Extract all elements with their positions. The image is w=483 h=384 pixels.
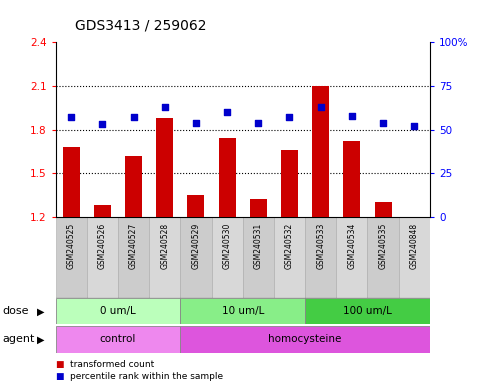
Text: GSM240535: GSM240535	[379, 223, 387, 269]
Text: GSM240534: GSM240534	[347, 223, 356, 269]
Text: GSM240531: GSM240531	[254, 223, 263, 269]
Text: ▶: ▶	[37, 306, 45, 316]
Bar	[118, 217, 149, 298]
Bar	[212, 217, 242, 298]
Bar	[250, 200, 267, 217]
Bar	[156, 118, 173, 217]
Bar	[398, 217, 430, 298]
Bar	[180, 298, 305, 324]
Point	[223, 109, 231, 115]
Bar	[187, 195, 204, 217]
Bar	[274, 217, 305, 298]
Text: GSM240529: GSM240529	[191, 223, 200, 269]
Bar	[305, 298, 430, 324]
Text: GSM240528: GSM240528	[160, 223, 169, 269]
Bar	[180, 326, 430, 353]
Point	[285, 114, 293, 121]
Text: ■: ■	[56, 359, 64, 369]
Bar	[56, 217, 87, 298]
Point	[161, 104, 169, 110]
Bar	[305, 217, 336, 298]
Text: 10 um/L: 10 um/L	[222, 306, 264, 316]
Bar	[94, 205, 111, 217]
Text: GSM240530: GSM240530	[223, 223, 232, 269]
Bar	[180, 217, 212, 298]
Bar	[368, 217, 398, 298]
Bar	[56, 298, 180, 324]
Text: GSM240532: GSM240532	[285, 223, 294, 269]
Point	[348, 113, 356, 119]
Text: transformed count: transformed count	[70, 359, 154, 369]
Bar	[56, 326, 180, 353]
Text: GSM240526: GSM240526	[98, 223, 107, 269]
Text: 0 um/L: 0 um/L	[100, 306, 136, 316]
Text: GSM240527: GSM240527	[129, 223, 138, 269]
Text: GSM240848: GSM240848	[410, 223, 419, 269]
Bar	[87, 217, 118, 298]
Point	[99, 121, 106, 127]
Point	[255, 119, 262, 126]
Text: GSM240533: GSM240533	[316, 223, 325, 269]
Bar	[343, 141, 360, 217]
Text: GDS3413 / 259062: GDS3413 / 259062	[75, 19, 206, 33]
Point	[379, 119, 387, 126]
Text: agent: agent	[2, 334, 35, 344]
Bar	[242, 217, 274, 298]
Point	[67, 114, 75, 121]
Text: homocysteine: homocysteine	[269, 334, 342, 344]
Bar	[149, 217, 180, 298]
Bar	[336, 217, 368, 298]
Bar	[125, 156, 142, 217]
Point	[317, 104, 325, 110]
Point	[129, 114, 137, 121]
Bar	[218, 138, 236, 217]
Bar	[312, 86, 329, 217]
Bar	[374, 202, 392, 217]
Point	[192, 119, 200, 126]
Point	[411, 123, 418, 129]
Text: control: control	[100, 334, 136, 344]
Text: percentile rank within the sample: percentile rank within the sample	[70, 372, 223, 381]
Text: GSM240525: GSM240525	[67, 223, 76, 269]
Text: 100 um/L: 100 um/L	[343, 306, 392, 316]
Bar	[63, 147, 80, 217]
Text: dose: dose	[2, 306, 29, 316]
Bar	[281, 150, 298, 217]
Text: ▶: ▶	[37, 334, 45, 344]
Text: ■: ■	[56, 372, 64, 381]
